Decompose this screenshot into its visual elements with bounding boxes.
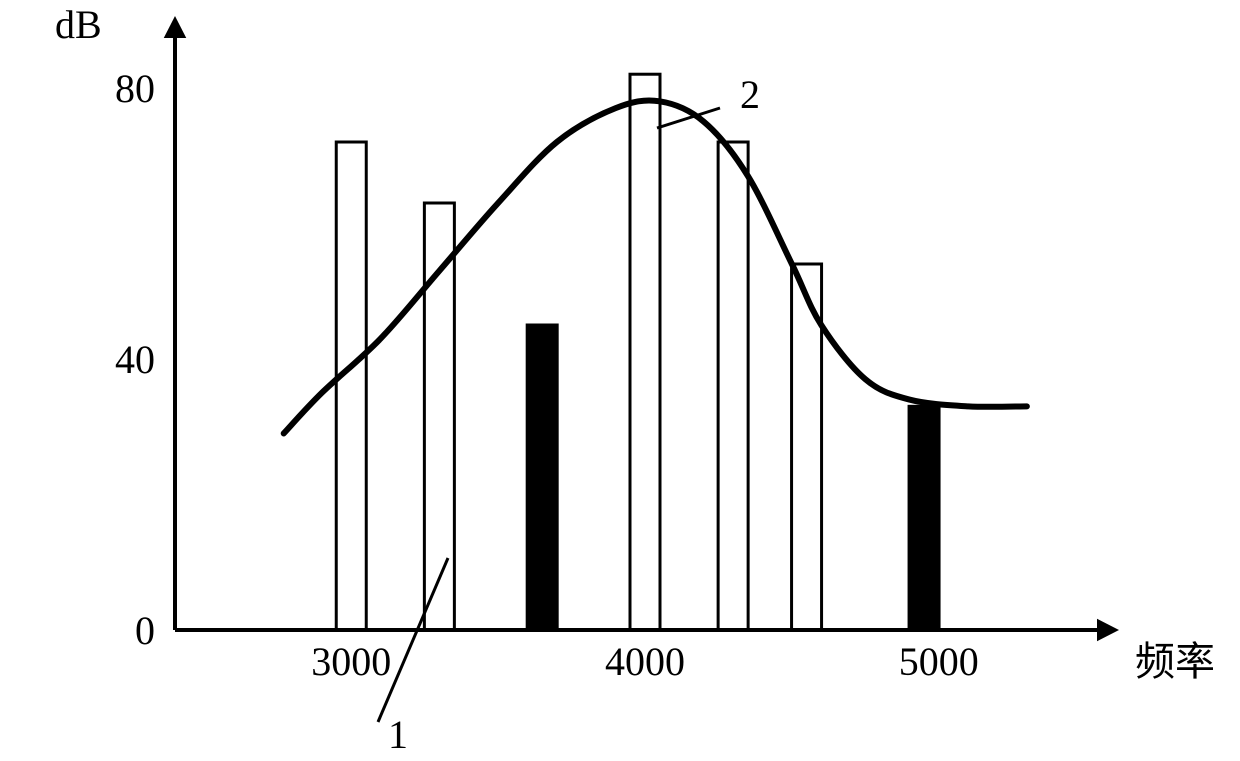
y-axis-title: dB <box>55 2 102 47</box>
bar-4 <box>718 142 748 630</box>
annotation-label-2: 2 <box>740 72 760 117</box>
bar-0 <box>336 142 366 630</box>
y-tick-0: 0 <box>135 608 155 653</box>
bars-group <box>336 74 939 630</box>
x-tick-3000: 3000 <box>311 639 391 684</box>
x-tick-5000: 5000 <box>899 639 979 684</box>
chart-svg: dB 0 40 80 3000 4000 5000 频率（Hz） 1 2 <box>0 0 1240 761</box>
bar-3 <box>630 74 660 630</box>
x-tick-4000: 4000 <box>605 639 685 684</box>
chart-container: dB 0 40 80 3000 4000 5000 频率（Hz） 1 2 <box>0 0 1240 761</box>
annotation-label-1: 1 <box>388 712 408 757</box>
y-tick-80: 80 <box>115 66 155 111</box>
x-axis-arrow-icon <box>1097 619 1119 642</box>
x-axis-title: 频率（Hz） <box>1135 639 1240 684</box>
y-axis-arrow-icon <box>164 16 187 38</box>
bar-6 <box>909 406 939 630</box>
y-tick-40: 40 <box>115 337 155 382</box>
bar-2 <box>527 325 557 630</box>
